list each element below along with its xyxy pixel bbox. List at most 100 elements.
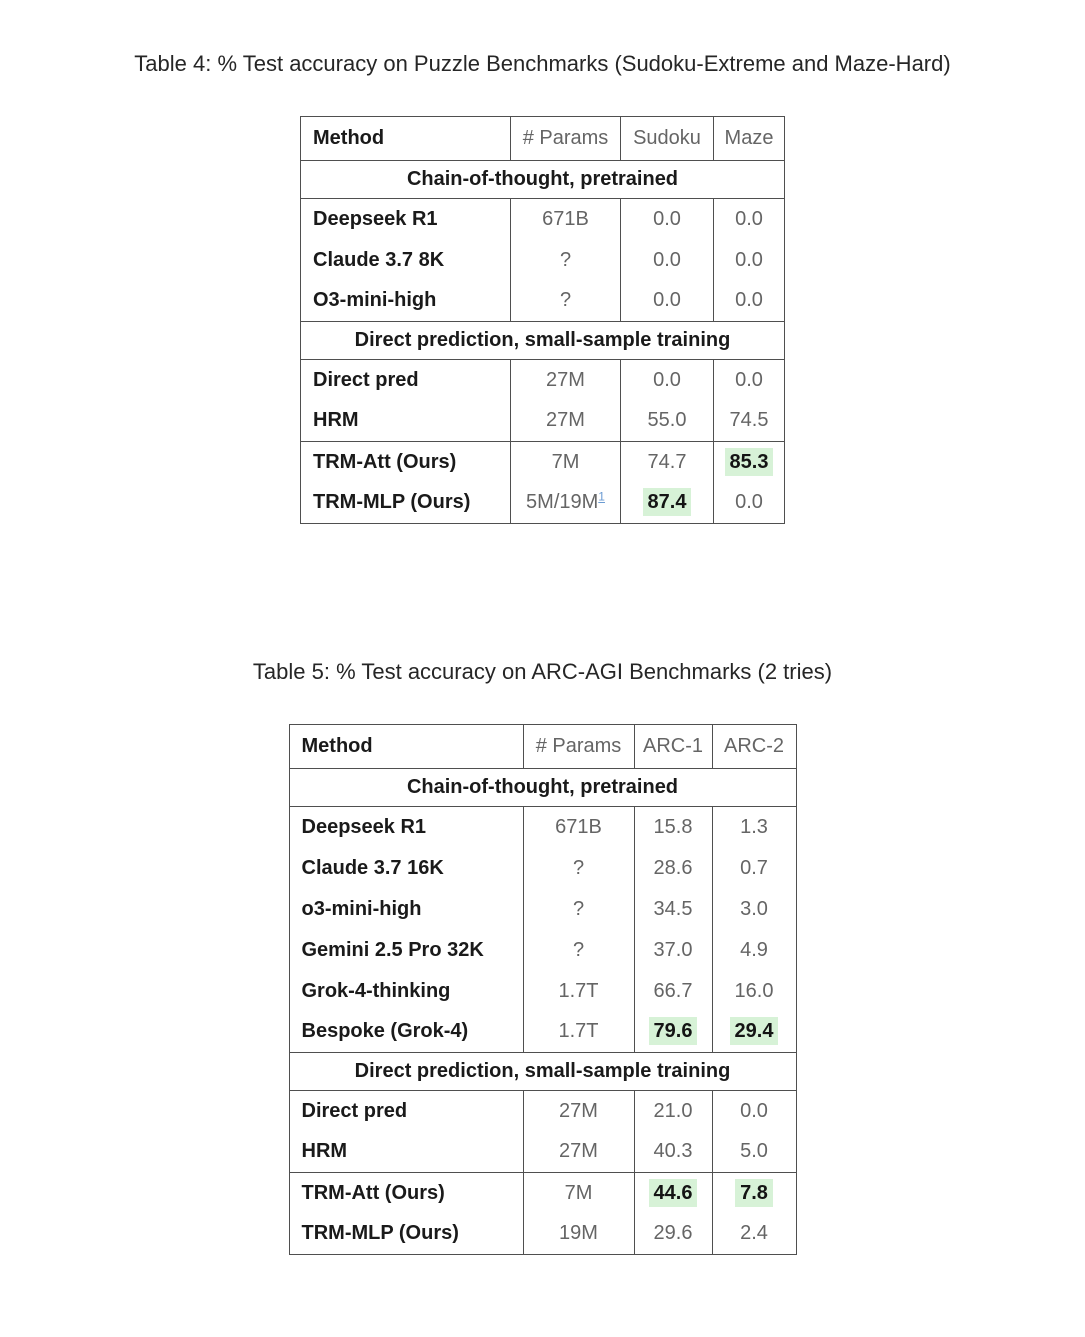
method-cell: HRM — [300, 400, 511, 442]
section-header: Direct prediction, small-sample training — [288, 1052, 797, 1091]
params-cell: 7M — [510, 441, 621, 483]
table-row: Direct pred 27M 0.0 0.0 — [300, 359, 785, 401]
highlight-value: 44.6 — [648, 1178, 698, 1207]
table-row: Claude 3.7 16K? 28.6 0.7 — [288, 847, 797, 889]
metric-column-header: # Params — [522, 724, 635, 769]
params-cell: ? — [522, 929, 635, 971]
table-row: Direct pred 27M 21.0 0.0 — [288, 1090, 797, 1132]
section-header-row: Chain-of-thought, pretrained — [288, 768, 797, 807]
value-cell: 3.0 — [711, 888, 797, 930]
params-cell: ? — [522, 847, 635, 889]
method-cell: O3-mini-high — [300, 280, 511, 322]
value-cell: 0.0 — [713, 280, 785, 322]
value-cell: 0.0 — [711, 1090, 797, 1132]
table-row: Bespoke (Grok-4) 1.7T 79.6 29.4 — [288, 1011, 797, 1053]
params-cell: ? — [510, 239, 621, 281]
column-header-row: Method # Params ARC-1 ARC-2 — [288, 724, 797, 769]
method-cell: TRM-MLP (Ours) — [288, 1213, 524, 1255]
section-header-row: Chain-of-thought, pretrained — [300, 160, 785, 199]
table5-caption: Table 5: % Test accuracy on ARC-AGI Benc… — [252, 659, 833, 684]
table-row: Deepseek R1 671B 15.8 1.3 — [288, 806, 797, 848]
method-cell: Bespoke (Grok-4) — [288, 1011, 524, 1053]
section-header-row: Direct prediction, small-sample training — [300, 321, 785, 360]
value-cell: 0.0 — [713, 482, 785, 524]
value-cell: 0.7 — [711, 847, 797, 889]
value-cell: 0.0 — [620, 239, 714, 281]
value-cell: 15.8 — [633, 806, 713, 848]
method-cell: Deepseek R1 — [300, 198, 511, 240]
method-cell: Claude 3.7 16K — [288, 847, 524, 889]
method-column-header: Method — [288, 724, 524, 769]
table-row: O3-mini-high? 0.0 0.0 — [300, 280, 785, 322]
method-cell: HRM — [288, 1131, 524, 1173]
metric-column-header: ARC-2 — [711, 724, 797, 769]
value-cell: 1.3 — [711, 806, 797, 848]
highlight-value: 87.4 — [642, 488, 692, 517]
footnote-link[interactable]: 1 — [598, 489, 605, 504]
value-cell: 0.0 — [713, 239, 785, 281]
value-cell: 66.7 — [633, 970, 713, 1012]
value-cell: 85.3 — [713, 441, 785, 483]
table-row: Gemini 2.5 Pro 32K? 37.0 4.9 — [288, 929, 797, 971]
metric-column-header: Maze — [713, 116, 785, 161]
value-cell: 37.0 — [633, 929, 713, 971]
method-cell: Claude 3.7 8K — [300, 239, 511, 281]
section-header-row: Direct prediction, small-sample training — [288, 1052, 797, 1091]
value-cell: 0.0 — [620, 280, 714, 322]
table-row: Claude 3.7 8K? 0.0 0.0 — [300, 239, 785, 281]
value-cell: 0.0 — [713, 198, 785, 240]
table-row: HRM 27M 40.3 5.0 — [288, 1131, 797, 1173]
table-row: Deepseek R1 671B 0.0 0.0 — [300, 198, 785, 240]
params-cell: ? — [522, 888, 635, 930]
params-cell: 671B — [510, 198, 621, 240]
method-column-header: Method — [300, 116, 511, 161]
method-cell: Direct pred — [300, 359, 511, 401]
method-cell: Deepseek R1 — [288, 806, 524, 848]
section-header: Direct prediction, small-sample training — [300, 321, 785, 360]
value-cell: 0.0 — [620, 359, 714, 401]
table5-arc-agi-benchmarks: Method # Params ARC-1 ARC-2 Chain-of-thought… — [288, 724, 797, 1255]
value-cell: 40.3 — [633, 1131, 713, 1173]
method-cell: Direct pred — [288, 1090, 524, 1132]
value-cell: 74.5 — [713, 400, 785, 442]
value-cell: 21.0 — [633, 1090, 713, 1132]
value-cell: 7.8 — [711, 1172, 797, 1214]
params-cell: 1.7T — [522, 1011, 635, 1053]
metric-column-header: # Params — [510, 116, 621, 161]
method-cell: TRM-Att (Ours) — [300, 441, 511, 483]
highlight-value: 29.4 — [729, 1017, 779, 1046]
value-cell: 44.6 — [633, 1172, 713, 1214]
table-row: HRM 27M 55.0 74.5 — [300, 400, 785, 442]
params-cell: 27M — [510, 400, 621, 442]
params-cell: 27M — [522, 1090, 635, 1132]
params-cell: 27M — [510, 359, 621, 401]
highlight-value: 85.3 — [724, 447, 774, 476]
metric-column-header: Sudoku — [620, 116, 714, 161]
value-cell: 74.7 — [620, 441, 714, 483]
column-header-row: Method # Params Sudoku Maze — [300, 116, 785, 161]
method-cell: Grok-4-thinking — [288, 970, 524, 1012]
params-cell: 27M — [522, 1131, 635, 1173]
value-cell: 79.6 — [633, 1011, 713, 1053]
value-cell: 87.4 — [620, 482, 714, 524]
table-row: TRM-MLP (Ours) 5M/19M1 87.4 0.0 — [300, 482, 785, 524]
method-cell: Gemini 2.5 Pro 32K — [288, 929, 524, 971]
params-cell: 19M — [522, 1213, 635, 1255]
params-cell: 7M — [522, 1172, 635, 1214]
section-header: Chain-of-thought, pretrained — [300, 160, 785, 199]
method-cell: TRM-MLP (Ours) — [300, 482, 511, 524]
value-cell: 28.6 — [633, 847, 713, 889]
value-cell: 34.5 — [633, 888, 713, 930]
section-header: Chain-of-thought, pretrained — [288, 768, 797, 807]
method-cell: TRM-Att (Ours) — [288, 1172, 524, 1214]
params-cell: ? — [510, 280, 621, 322]
highlight-value: 79.6 — [648, 1017, 698, 1046]
table-row: TRM-MLP (Ours) 19M 29.6 2.4 — [288, 1213, 797, 1255]
value-cell: 29.4 — [711, 1011, 797, 1053]
value-cell: 0.0 — [713, 359, 785, 401]
table4-caption: Table 4: % Test accuracy on Puzzle Bench… — [134, 51, 951, 76]
params-cell: 5M/19M1 — [510, 482, 621, 524]
params-cell: 1.7T — [522, 970, 635, 1012]
table-row: TRM-Att (Ours) 7M 44.6 7.8 — [288, 1172, 797, 1214]
